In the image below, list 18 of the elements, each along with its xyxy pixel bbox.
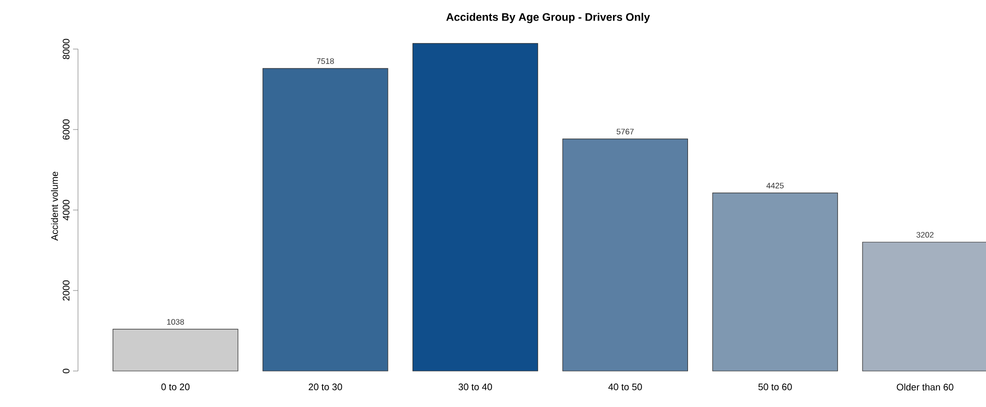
y-tick-label: 4000: [62, 200, 70, 220]
y-tick-label: 0: [62, 368, 70, 374]
x-tick-label: 20 to 30: [308, 384, 342, 390]
bar: [412, 43, 538, 372]
bar: [262, 68, 388, 372]
x-tick-label: Older than 60: [896, 384, 954, 390]
y-tick-label: 6000: [62, 119, 70, 140]
y-tick-label: 8000: [62, 38, 70, 60]
chart-title: Accidents By Age Group - Drivers Only: [446, 12, 650, 24]
bar: [112, 328, 238, 372]
x-tick-label: 40 to 50: [608, 384, 642, 390]
bar: [712, 192, 838, 372]
x-tick-label: 30 to 40: [458, 384, 492, 390]
y-axis-title: Accident volume: [50, 172, 58, 241]
y-tick-label: 2000: [62, 280, 70, 301]
x-tick-label: 50 to 60: [758, 384, 792, 390]
bar: [562, 138, 688, 372]
x-tick-label: 0 to 20: [161, 384, 190, 390]
